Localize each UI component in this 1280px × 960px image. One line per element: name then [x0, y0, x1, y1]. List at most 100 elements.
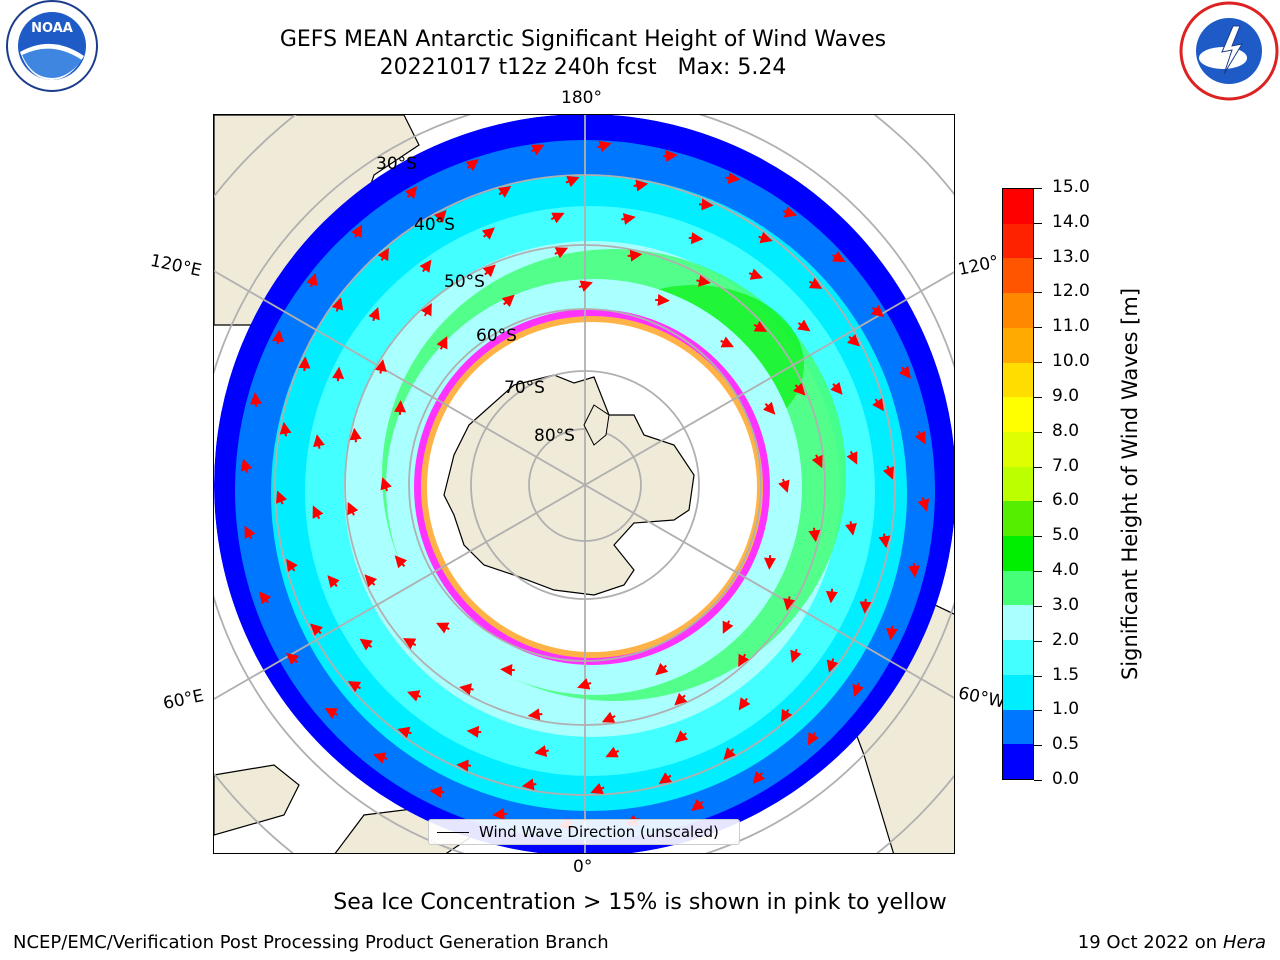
wave-direction-arrow — [436, 336, 448, 350]
wave-direction-arrow — [605, 746, 620, 758]
lon-label-120w: 120° — [956, 251, 1001, 281]
colorbar-tick-label-13: 11.0 — [1052, 316, 1090, 337]
colorbar-tick-0 — [1034, 780, 1042, 781]
wave-direction-arrow — [434, 210, 447, 223]
credit-date-text: 19 Oct 2022 on — [1077, 932, 1223, 953]
wave-direction-arrow — [797, 319, 811, 332]
colorbar-bin-16 — [1003, 189, 1033, 224]
colorbar-bin-3 — [1003, 640, 1033, 675]
colorbar-bin-9 — [1003, 431, 1033, 467]
colorbar-tick-label-5: 3.0 — [1052, 594, 1080, 615]
colorbar-tick-label-17: 15.0 — [1052, 177, 1090, 197]
colorbar-bin-15 — [1003, 223, 1033, 259]
wave-direction-arrow — [832, 251, 846, 263]
colorbar-tick-label-7: 5.0 — [1052, 525, 1080, 546]
colorbar-bin-14 — [1003, 258, 1033, 294]
wave-direction-arrow — [534, 745, 549, 757]
wave-direction-arrow — [808, 277, 823, 289]
wave-direction-arrow — [917, 497, 930, 512]
wave-direction-arrow — [407, 690, 422, 702]
colorbar-bin-0 — [1003, 744, 1033, 779]
wave-direction-arrow — [778, 478, 790, 493]
colorbar-tick-label-10: 8.0 — [1052, 420, 1080, 441]
credit-date: 19 Oct 2022 on Hera — [1078, 932, 1266, 953]
lat-label-80: 80°S — [534, 426, 575, 446]
colorbar-tick-15 — [1034, 257, 1042, 259]
wave-direction-arrow — [436, 622, 450, 634]
legend-line-swatch — [437, 832, 469, 833]
wave-direction-arrow — [285, 652, 300, 666]
wave-direction-arrow — [420, 302, 432, 317]
credit-branch: NCEP/EMC/Verification Post Processing Pr… — [13, 932, 609, 953]
wave-direction-arrow — [306, 272, 318, 288]
wave-direction-arrow — [674, 692, 688, 706]
colorbar-bin-4 — [1003, 605, 1033, 641]
wave-direction-arrow — [429, 786, 445, 798]
wave-direction-arrow — [655, 662, 669, 676]
wave-direction-arrow — [380, 477, 392, 492]
wave-direction-arrow — [723, 747, 736, 760]
wave-direction-arrow — [313, 434, 325, 449]
wave-direction-arrow — [722, 620, 734, 634]
lat-label-60: 60°S — [476, 326, 517, 346]
colorbar-bin-2 — [1003, 674, 1033, 710]
polar-map-canvas: 30°S 40°S 50°S 60°S 70°S 80°S — [214, 115, 954, 853]
wave-direction-arrow — [249, 392, 262, 407]
colorbar-tick-label-16: 14.0 — [1052, 211, 1090, 232]
wave-direction-arrow — [655, 294, 670, 307]
colorbar-tick-3 — [1034, 675, 1042, 677]
wave-direction-arrow — [397, 726, 412, 739]
wave-direction-arrow — [372, 752, 388, 764]
colorbar-tick-label-0: 0.0 — [1052, 769, 1080, 789]
wave-direction-arrow — [852, 682, 864, 698]
wave-direction-arrow — [527, 708, 543, 721]
wave-direction-arrow — [459, 683, 474, 696]
wave-direction-arrow — [738, 653, 750, 668]
wave-direction-arrow — [456, 759, 472, 772]
colorbar-bin-11 — [1003, 362, 1033, 398]
colorbar-tick-label-6: 4.0 — [1052, 560, 1080, 581]
wave-direction-arrow — [908, 563, 921, 578]
wave-direction-arrow — [272, 329, 284, 345]
wave-direction-arrow — [466, 725, 482, 738]
wave-direction-arrow — [762, 401, 776, 415]
wave-direction-arrow — [878, 533, 891, 549]
wave-direction-arrow — [808, 527, 821, 543]
wave-direction-arrow — [298, 356, 311, 372]
colorbar-tick-1 — [1034, 745, 1042, 747]
wave-direction-arrow — [364, 574, 378, 588]
wave-direction-arrow — [781, 708, 793, 723]
wave-direction-arrow — [691, 798, 705, 811]
wave-direction-arrow — [720, 336, 734, 348]
wave-direction-arrow — [658, 772, 673, 784]
wave-direction-arrow — [633, 179, 649, 192]
wave-direction-arrow — [481, 227, 495, 240]
wave-direction-arrow — [830, 381, 843, 395]
colorbar-tick-label-9: 7.0 — [1052, 455, 1080, 476]
wave-direction-arrow — [347, 501, 359, 516]
wave-direction-arrow — [597, 140, 612, 153]
title-line-2: 20221017 t12z 240h fcst Max: 5.24 — [379, 55, 787, 80]
wave-direction-arrow — [696, 274, 711, 287]
wave-direction-arrow — [244, 525, 256, 540]
wave-direction-arrow — [500, 663, 515, 676]
colorbar-tick-7 — [1034, 536, 1042, 538]
wave-direction-arrow — [846, 450, 858, 465]
wave-direction-arrow — [377, 247, 389, 262]
noaa-logo: NOAA — [0, 0, 104, 100]
wave-direction-arrow — [240, 458, 253, 473]
wave-direction-arrow — [394, 400, 407, 415]
colorbar-bin-6 — [1003, 536, 1033, 571]
colorbar-tick-label-15: 13.0 — [1052, 246, 1090, 267]
wave-direction-arrow — [782, 206, 798, 218]
wave-direction-arrow — [790, 648, 802, 663]
colorbar-tick-label-1: 0.5 — [1052, 734, 1080, 755]
map-legend: Wind Wave Direction (unscaled) — [428, 819, 740, 845]
wave-direction-arrow — [621, 213, 636, 225]
wave-direction-arrow — [845, 521, 857, 536]
colorbar-tick-13 — [1034, 327, 1042, 329]
wave-direction-arrow — [590, 782, 605, 794]
colorbar-tick-label-8: 6.0 — [1052, 490, 1080, 511]
wave-direction-arrow — [847, 334, 860, 347]
wave-direction-arrow — [859, 598, 872, 614]
